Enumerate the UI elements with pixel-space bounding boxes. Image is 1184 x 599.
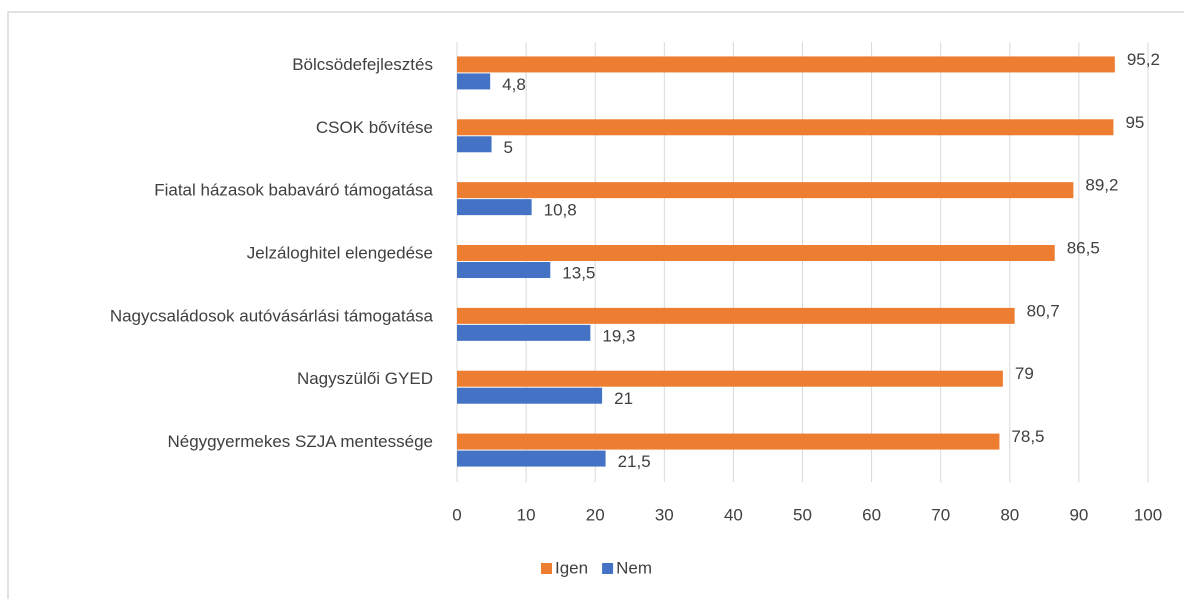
data-label: 95,2 xyxy=(1127,50,1160,69)
data-label: 4,8 xyxy=(502,75,526,94)
x-tick-label: 70 xyxy=(931,505,950,524)
data-label: 19,3 xyxy=(602,326,635,345)
y-tick-label: Nagyszülői GYED xyxy=(297,369,433,388)
data-label: 13,5 xyxy=(562,263,595,282)
bar xyxy=(457,450,606,467)
x-tick-label: 40 xyxy=(724,505,743,524)
legend-swatch xyxy=(602,563,614,574)
data-label: 5 xyxy=(504,138,513,157)
y-tick-label: Bölcsödefejlesztés xyxy=(292,55,433,74)
chart-border xyxy=(7,11,1184,599)
y-tick-label: Nagycsaládosok autóvásárlási támogatása xyxy=(110,306,434,325)
bar xyxy=(457,433,1000,450)
data-label: 21,5 xyxy=(618,452,651,471)
bar xyxy=(457,199,532,216)
bar xyxy=(457,136,492,153)
data-label: 21 xyxy=(614,389,633,408)
data-label: 79 xyxy=(1015,364,1034,383)
bar xyxy=(457,307,1015,324)
y-tick-label: CSOK bővítése xyxy=(316,118,433,137)
y-tick-label: Jelzáloghitel elengedése xyxy=(247,243,433,262)
legend-label: Nem xyxy=(616,558,652,577)
legend-label: Igen xyxy=(555,558,588,577)
bar xyxy=(457,245,1055,261)
data-label: 80,7 xyxy=(1027,301,1060,320)
data-label: 89,2 xyxy=(1085,176,1118,195)
y-tick-label: Négygyermekes SZJA mentessége xyxy=(167,432,433,451)
bar xyxy=(457,56,1115,73)
legend-swatch xyxy=(541,563,552,574)
data-label: 95 xyxy=(1125,113,1144,132)
data-label: 86,5 xyxy=(1067,238,1100,257)
x-tick-label: 60 xyxy=(862,505,881,524)
data-label: 78,5 xyxy=(1011,427,1044,446)
bar xyxy=(457,370,1003,387)
x-tick-label: 0 xyxy=(452,505,461,524)
x-tick-label: 20 xyxy=(586,505,605,524)
x-tick-label: 10 xyxy=(517,505,536,524)
bar xyxy=(457,119,1114,136)
data-label: 10,8 xyxy=(544,201,577,220)
x-tick-label: 30 xyxy=(655,505,674,524)
bar xyxy=(457,182,1074,199)
bar xyxy=(457,73,491,90)
bar xyxy=(457,262,551,278)
x-tick-label: 50 xyxy=(793,505,812,524)
bar xyxy=(457,324,591,341)
x-tick-label: 100 xyxy=(1134,505,1162,524)
bar xyxy=(457,387,603,404)
y-tick-label: Fiatal házasok babaváró támogatása xyxy=(154,181,433,200)
x-tick-label: 90 xyxy=(1069,505,1088,524)
x-tick-label: 80 xyxy=(1000,505,1019,524)
